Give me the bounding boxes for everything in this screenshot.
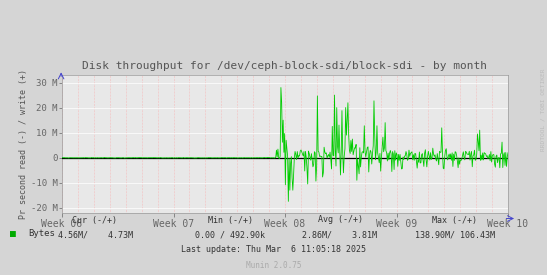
Text: Last update: Thu Mar  6 11:05:18 2025: Last update: Thu Mar 6 11:05:18 2025 [181,246,366,254]
Text: 2.86M/    3.81M: 2.86M/ 3.81M [302,230,377,240]
Text: 0.00 / 492.90k: 0.00 / 492.90k [195,230,265,240]
Text: Bytes: Bytes [28,229,55,238]
Text: Cur (-/+): Cur (-/+) [73,216,118,224]
Text: RRDTOOL / TOBI OETIKER: RRDTOOL / TOBI OETIKER [541,69,546,151]
Text: 138.90M/ 106.43M: 138.90M/ 106.43M [415,230,495,240]
Text: ■: ■ [10,229,16,239]
Text: Max (-/+): Max (-/+) [433,216,478,224]
Y-axis label: Pr second read (-) / write (+): Pr second read (-) / write (+) [19,69,28,219]
Text: 4.56M/    4.73M: 4.56M/ 4.73M [57,230,132,240]
Text: Munin 2.0.75: Munin 2.0.75 [246,260,301,270]
Title: Disk throughput for /dev/ceph-block-sdi/block-sdi - by month: Disk throughput for /dev/ceph-block-sdi/… [83,61,487,72]
Text: Min (-/+): Min (-/+) [207,216,253,224]
Text: Avg (-/+): Avg (-/+) [317,216,363,224]
